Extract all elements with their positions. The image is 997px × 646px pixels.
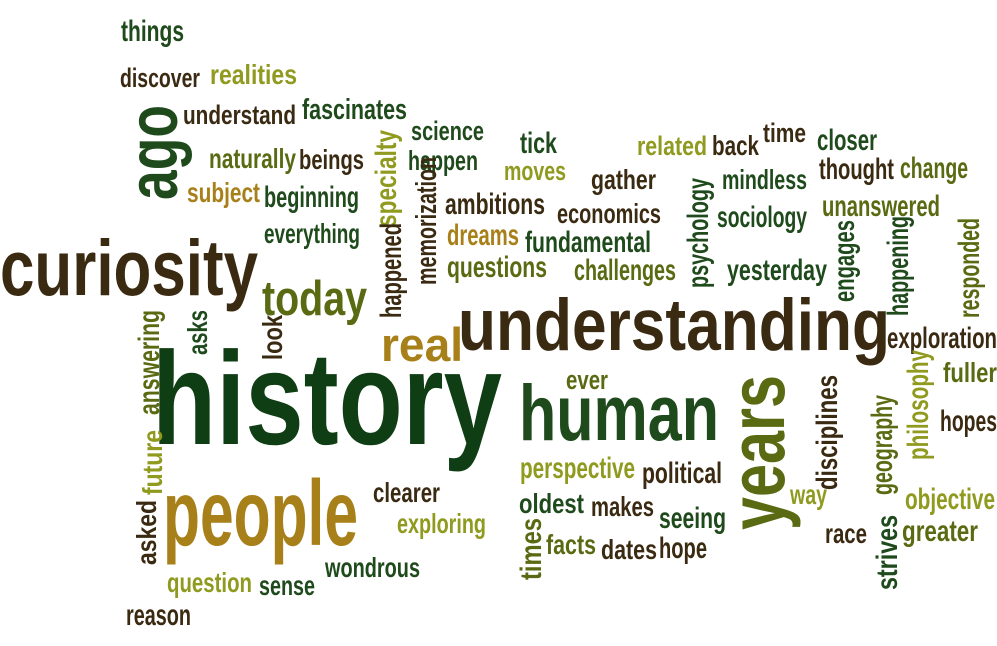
- word-geography: geography: [866, 394, 899, 495]
- word-memorization: memorization: [411, 156, 443, 285]
- word-real: real: [381, 317, 464, 371]
- word-challenges: challenges: [574, 253, 677, 287]
- word-history: history: [152, 325, 503, 474]
- word-happened: happened: [375, 222, 408, 318]
- word-question: question: [167, 566, 253, 598]
- word-seeing: seeing: [659, 501, 727, 535]
- word-future: future: [137, 429, 168, 495]
- word-unanswered: unanswered: [822, 189, 941, 223]
- word-dreams: dreams: [447, 218, 520, 252]
- word-way: way: [790, 478, 828, 510]
- word-beginning: beginning: [264, 180, 360, 214]
- word-fascinates: fascinates: [302, 93, 408, 126]
- word-responded: responded: [953, 217, 986, 318]
- word-engages: engages: [828, 219, 861, 302]
- word-naturally: naturally: [209, 142, 297, 174]
- word-thought: thought: [819, 152, 895, 186]
- word-exploring: exploring: [397, 507, 487, 539]
- word-understand: understand: [183, 99, 297, 130]
- word-greater: greater: [902, 514, 979, 548]
- word-times: times: [515, 517, 548, 580]
- word-exploration: exploration: [887, 321, 997, 355]
- word-understanding: understanding: [458, 283, 891, 367]
- word-dates: dates: [601, 533, 658, 565]
- word-economics: economics: [557, 197, 662, 229]
- word-related: related: [637, 130, 708, 161]
- word-tick: tick: [520, 126, 558, 160]
- word-change: change: [900, 151, 969, 185]
- word-fuller: fuller: [943, 356, 997, 388]
- word-today: today: [262, 271, 368, 326]
- word-facts: facts: [546, 528, 597, 560]
- word-philosophy: philosophy: [902, 349, 935, 460]
- word-ago: ago: [113, 104, 192, 200]
- word-happen: happen: [408, 144, 479, 176]
- word-reason: reason: [126, 598, 192, 632]
- word-sense: sense: [259, 569, 316, 601]
- word-curiosity: curiosity: [0, 224, 259, 313]
- word-perspective: perspective: [520, 451, 636, 485]
- word-psychology: psychology: [682, 177, 715, 288]
- word-oldest: oldest: [519, 487, 585, 519]
- word-moves: moves: [504, 155, 567, 186]
- word-yesterday: yesterday: [727, 253, 828, 287]
- word-fundamental: fundamental: [525, 225, 652, 259]
- word-people: people: [163, 461, 359, 566]
- word-beings: beings: [299, 143, 365, 175]
- word-time: time: [763, 117, 807, 148]
- word-closer: closer: [817, 123, 878, 157]
- word-asked: asked: [131, 499, 162, 565]
- word-political: political: [642, 456, 723, 490]
- word-questions: questions: [447, 250, 548, 284]
- word-asks: asks: [182, 309, 213, 355]
- word-strives: strives: [871, 514, 904, 590]
- word-makes: makes: [591, 490, 655, 522]
- word-race: race: [825, 517, 868, 549]
- word-everything: everything: [264, 217, 361, 249]
- word-wondrous: wondrous: [325, 551, 421, 583]
- word-hope: hope: [659, 531, 708, 565]
- word-mindless: mindless: [722, 163, 808, 195]
- word-things: things: [121, 14, 185, 48]
- word-ambitions: ambitions: [445, 187, 546, 221]
- word-specialty: specialty: [370, 129, 403, 227]
- word-gather: gather: [591, 163, 657, 195]
- word-answering: answering: [133, 309, 166, 415]
- word-look: look: [257, 314, 288, 360]
- word-back: back: [712, 129, 760, 161]
- word-sociology: sociology: [717, 200, 808, 234]
- word-realities: realities: [210, 58, 298, 90]
- word-hopes: hopes: [940, 404, 997, 438]
- word-subject: subject: [187, 176, 261, 208]
- word-clearer: clearer: [373, 476, 441, 508]
- word-years: years: [713, 374, 801, 530]
- word-science: science: [411, 115, 485, 146]
- word-disciplines: disciplines: [811, 374, 844, 490]
- word-happening: happening: [882, 215, 915, 316]
- word-ever: ever: [566, 364, 609, 395]
- word-objective: objective: [905, 482, 996, 516]
- word-human: human: [519, 369, 720, 458]
- word-discover: discover: [120, 62, 201, 93]
